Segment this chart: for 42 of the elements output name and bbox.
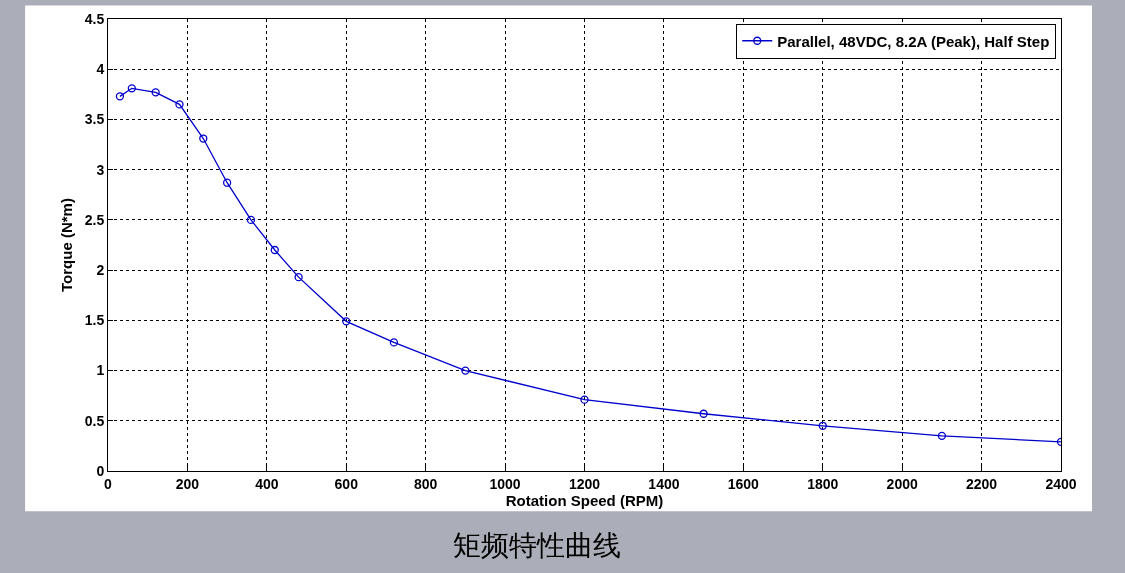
y-tick-label: 4.5 xyxy=(84,10,105,27)
point xyxy=(175,100,184,109)
y-tick-label: 4 xyxy=(96,61,105,78)
y-tick-label: 3 xyxy=(96,161,105,178)
x-tick-label: 400 xyxy=(255,475,279,492)
point xyxy=(151,88,160,97)
x-tick-label: 800 xyxy=(413,475,438,492)
y-axis-title: Torque (N*m) xyxy=(57,198,75,292)
point xyxy=(389,338,399,347)
point xyxy=(199,134,208,143)
point xyxy=(937,431,947,440)
y-tick-label: 0 xyxy=(96,462,105,479)
legend-label: Parallel, 48VDC, 8.2A (Peak), Half Step xyxy=(777,32,1050,50)
y-tick-label: 2.5 xyxy=(84,211,105,228)
point xyxy=(699,409,708,418)
x-tick-label: 200 xyxy=(175,475,200,492)
x-tick-label: 1800 xyxy=(807,475,839,492)
point xyxy=(115,92,125,101)
x-tick-label: 600 xyxy=(334,475,359,492)
y-tick-label: 0.5 xyxy=(84,412,105,429)
point xyxy=(222,178,232,187)
x-tick-label: 1600 xyxy=(727,475,760,492)
point xyxy=(342,317,351,326)
point xyxy=(461,366,470,375)
x-tick-label: 1200 xyxy=(568,475,601,492)
y-tick-label: 3.5 xyxy=(84,111,105,128)
x-tick-label: 2200 xyxy=(966,475,998,492)
x-tick-label: 1400 xyxy=(648,475,680,492)
x-tick-label: 1000 xyxy=(489,475,521,492)
point xyxy=(818,421,827,430)
y-tick-label: 2 xyxy=(96,262,105,279)
point xyxy=(294,272,303,282)
x-tick-label: 2000 xyxy=(886,475,918,492)
text: 矩频特性曲线 xyxy=(453,529,621,562)
point xyxy=(270,245,279,255)
y-tick-label: 1.5 xyxy=(84,312,105,329)
y-tick-label: 1 xyxy=(96,362,105,379)
point xyxy=(246,215,256,225)
point xyxy=(580,395,589,404)
point xyxy=(127,84,136,93)
x-tick-label: 2400 xyxy=(1045,475,1077,492)
x-axis-title: Rotation Speed (RPM) xyxy=(505,491,664,509)
